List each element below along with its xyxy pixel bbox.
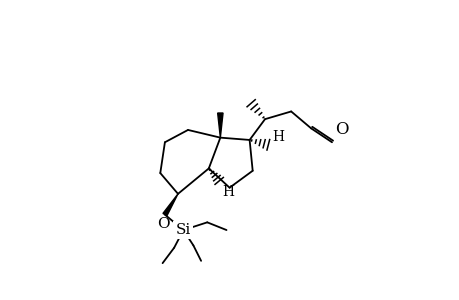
Polygon shape (217, 113, 223, 138)
Text: O: O (157, 217, 169, 231)
Text: H: H (222, 185, 234, 200)
Polygon shape (162, 194, 178, 216)
Text: H: H (272, 130, 284, 144)
Text: O: O (334, 121, 348, 138)
Text: Si: Si (175, 223, 190, 237)
